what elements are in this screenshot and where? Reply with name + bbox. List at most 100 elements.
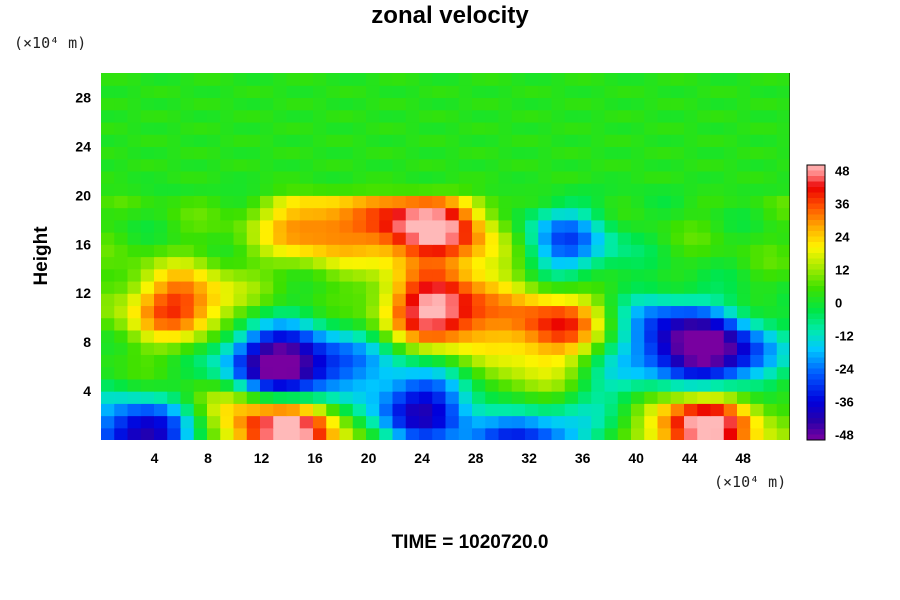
colorbar-swatch: [807, 330, 825, 336]
heatmap-cell: [260, 85, 274, 99]
heatmap-cell: [710, 268, 725, 282]
colorbar-swatch: [807, 407, 825, 413]
heatmap-cell: [101, 146, 115, 160]
colorbar-swatch: [807, 242, 825, 248]
heatmap-cell: [631, 121, 645, 135]
heatmap-cell: [392, 415, 407, 429]
heatmap-cell: [140, 73, 155, 86]
heatmap-cell: [591, 158, 606, 172]
heatmap-cell: [564, 256, 579, 270]
heatmap-cell: [657, 85, 672, 99]
heatmap-cell: [339, 85, 354, 99]
heatmap-cell: [180, 305, 195, 319]
heatmap-cell: [246, 146, 261, 160]
heatmap-cell: [366, 134, 380, 147]
heatmap-cell: [220, 85, 235, 99]
heatmap-cell: [564, 293, 579, 307]
heatmap-cell: [485, 109, 500, 123]
heatmap-cell: [617, 146, 632, 160]
heatmap-cell: [697, 317, 712, 331]
heatmap-cell: [525, 427, 539, 440]
heatmap-cell: [697, 170, 712, 184]
heatmap-cell: [763, 232, 778, 245]
heatmap-cell: [207, 403, 221, 417]
heatmap-cell: [260, 256, 274, 270]
heatmap-cell: [220, 366, 235, 380]
heatmap-cell: [564, 170, 579, 184]
heatmap-cell: [286, 305, 301, 319]
heatmap-cell: [604, 354, 619, 368]
heatmap-cell: [511, 415, 526, 429]
heatmap-cell: [564, 232, 579, 245]
heatmap-cell: [564, 329, 579, 343]
heatmap-cell: [684, 415, 698, 429]
heatmap-cell: [525, 170, 539, 184]
heatmap-cell: [631, 378, 645, 392]
heatmap-cell: [352, 85, 367, 99]
heatmap-cell: [631, 219, 645, 233]
heatmap-cell: [525, 73, 539, 86]
heatmap-cell: [617, 354, 632, 368]
heatmap-cell: [180, 378, 195, 392]
heatmap-cell: [511, 232, 526, 245]
heatmap-cell: [710, 207, 725, 221]
heatmap-cell: [763, 85, 778, 99]
heatmap-cell: [220, 268, 235, 282]
heatmap-cell: [737, 366, 751, 380]
heatmap-cell: [525, 256, 539, 270]
heatmap-cell: [511, 403, 526, 417]
heatmap-cell: [167, 354, 182, 368]
heatmap-cell: [193, 342, 208, 355]
heatmap-cell: [458, 329, 473, 343]
heatmap-cell: [684, 207, 698, 221]
heatmap-cell: [525, 207, 539, 221]
heatmap-cell: [445, 391, 460, 404]
heatmap-cell: [617, 280, 632, 294]
heatmap-cell: [604, 195, 619, 209]
heatmap-cell: [101, 427, 115, 440]
heatmap-cell: [485, 134, 500, 147]
heatmap-cell: [233, 317, 248, 331]
heatmap-cell: [313, 354, 327, 368]
heatmap-cell: [737, 280, 751, 294]
heatmap-cell: [551, 183, 566, 196]
heatmap-cell: [737, 195, 751, 209]
heatmap-cell: [405, 342, 420, 355]
heatmap-cell: [511, 293, 526, 307]
heatmap-cell: [233, 293, 248, 307]
heatmap-cell: [326, 403, 341, 417]
heatmap-cell: [273, 354, 288, 368]
heatmap-cell: [776, 427, 790, 440]
heatmap-cell: [776, 244, 790, 258]
heatmap-cell: [684, 134, 698, 147]
heatmap-cell: [114, 134, 129, 147]
heatmap-cell: [776, 256, 790, 270]
heatmap-cell: [525, 391, 539, 404]
heatmap-cell: [167, 391, 182, 404]
heatmap-cell: [776, 342, 790, 355]
heatmap-cell: [167, 329, 182, 343]
heatmap-cell: [631, 427, 645, 440]
heatmap-cell: [657, 268, 672, 282]
heatmap-cell: [405, 391, 420, 404]
heatmap-cell: [193, 170, 208, 184]
heatmap-cell: [339, 317, 354, 331]
heatmap-cell: [445, 427, 460, 440]
heatmap-cell: [617, 219, 632, 233]
heatmap-cell: [551, 305, 566, 319]
heatmap-cell: [644, 403, 659, 417]
heatmap-cell: [260, 207, 274, 221]
heatmap-cell: [564, 97, 579, 111]
heatmap-cell: [180, 219, 195, 233]
heatmap-cell: [193, 97, 208, 111]
heatmap-cell: [604, 158, 619, 172]
heatmap-cell: [379, 268, 394, 282]
heatmap-cell: [538, 305, 553, 319]
heatmap-cell: [313, 183, 327, 196]
heatmap-cell: [578, 158, 592, 172]
heatmap-cell: [180, 427, 195, 440]
heatmap-cell: [352, 109, 367, 123]
heatmap-cell: [220, 121, 235, 135]
heatmap-cell: [538, 170, 553, 184]
heatmap-cell: [604, 317, 619, 331]
